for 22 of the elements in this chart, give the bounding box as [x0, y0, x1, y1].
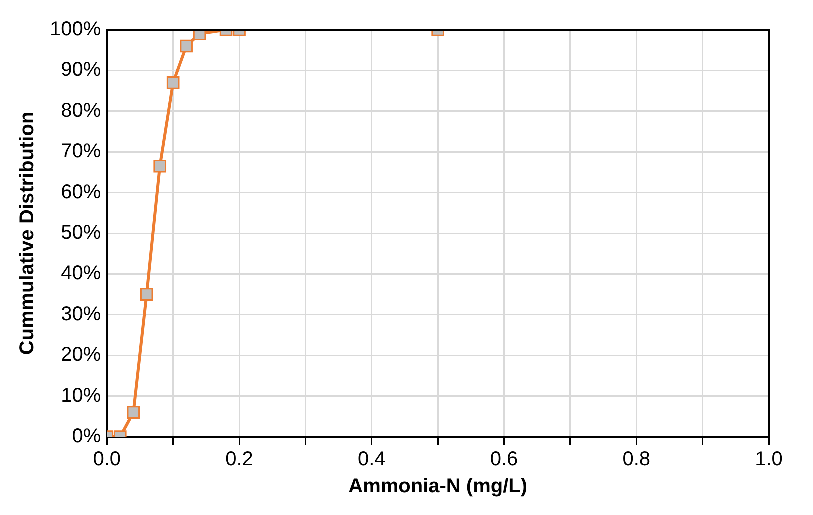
x-tick-label: 0.4	[358, 448, 386, 471]
point	[193, 30, 206, 40]
y-tick-label: 20%	[61, 344, 102, 366]
y-tick-label: 70%	[61, 140, 102, 163]
x-tick-label: 0.8	[622, 448, 651, 471]
point	[154, 160, 167, 173]
y-tick-label: 60%	[61, 181, 102, 204]
y-tick-label: 100%	[50, 18, 102, 41]
point	[140, 288, 154, 301]
y-tick-label: 10%	[61, 384, 102, 407]
x-tick-label: 1.0	[755, 448, 783, 471]
x-tick-label: 0.2	[226, 448, 254, 471]
y-tick-label: 80%	[61, 100, 102, 122]
y-tick-label: 90%	[61, 59, 102, 82]
x-tick-label: 0.0	[93, 448, 122, 471]
y-tick-label: 0%	[72, 426, 102, 448]
x-tick-label: 0.6	[490, 448, 518, 471]
y-axis-title: Cummulative Distribution	[16, 112, 39, 356]
y-tick-label: 40%	[61, 262, 102, 285]
y-tick-label: 30%	[61, 303, 102, 326]
y-tick-label: 50%	[61, 222, 102, 244]
x-axis-title: Ammonia-N (mg/L)	[348, 476, 528, 498]
